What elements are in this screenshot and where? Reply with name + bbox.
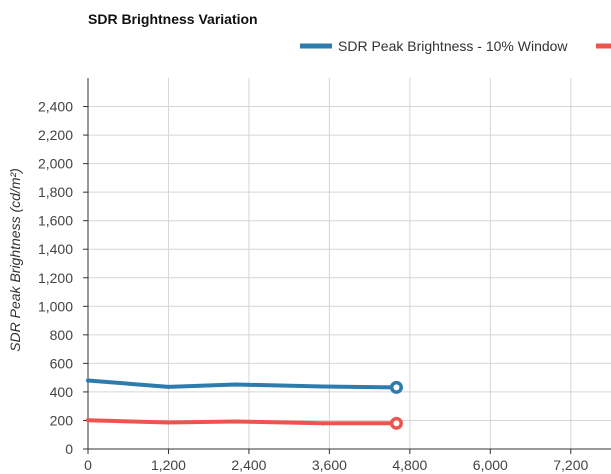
- y-axis-ticks: 0 200 400 600 800 1,000 1,200 1,400 1,600 1,800 2,…: [38, 99, 73, 457]
- series-line-1: [86, 378, 399, 390]
- y-tick-label: 1,200: [38, 270, 73, 286]
- data-point[interactable]: [86, 378, 90, 383]
- y-tick-label: 0: [65, 441, 73, 457]
- series-lines: [86, 378, 403, 430]
- y-tick-label: 1,600: [38, 213, 73, 229]
- y-tick-label: 400: [50, 384, 74, 400]
- y-tick-label: 200: [50, 412, 74, 428]
- data-point[interactable]: [86, 418, 90, 423]
- data-point[interactable]: [233, 419, 238, 424]
- x-tick-label: 2,400: [231, 457, 266, 473]
- x-tick-label: 1,200: [151, 457, 186, 473]
- x-tick-label: 7,200: [553, 457, 588, 473]
- y-axis-label: SDR Peak Brightness (cd/m²): [7, 168, 23, 352]
- data-point-center: [393, 420, 400, 427]
- x-tick-label: 0: [84, 457, 92, 473]
- y-tick-label: 2,000: [38, 156, 73, 172]
- data-point[interactable]: [233, 382, 238, 387]
- grid-lines: [83, 78, 611, 454]
- y-tick-label: 2,200: [38, 127, 73, 143]
- y-tick-label: 800: [50, 327, 74, 343]
- x-tick-label: 6,000: [473, 457, 508, 473]
- y-tick-label: 600: [50, 355, 74, 371]
- y-tick-label: 1,400: [38, 241, 73, 257]
- x-tick-label: 4,800: [392, 457, 427, 473]
- y-tick-label: 1,800: [38, 184, 73, 200]
- data-point-center: [393, 384, 400, 391]
- y-tick-label: 1,000: [38, 298, 73, 314]
- data-point[interactable]: [320, 421, 325, 426]
- y-tick-label: 2,400: [38, 99, 73, 115]
- data-point[interactable]: [166, 420, 171, 425]
- legend: SDR Peak Brightness - 10% Window: [300, 38, 611, 54]
- chart-title: SDR Brightness Variation: [88, 11, 258, 27]
- data-point[interactable]: [166, 384, 171, 389]
- legend-label-1: SDR Peak Brightness - 10% Window: [338, 38, 568, 54]
- axes: [87, 78, 611, 450]
- x-axis-ticks: 0 1,200 2,400 3,600 4,800 6,000 7,200: [84, 457, 588, 473]
- x-tick-label: 3,600: [312, 457, 347, 473]
- data-point[interactable]: [320, 384, 325, 389]
